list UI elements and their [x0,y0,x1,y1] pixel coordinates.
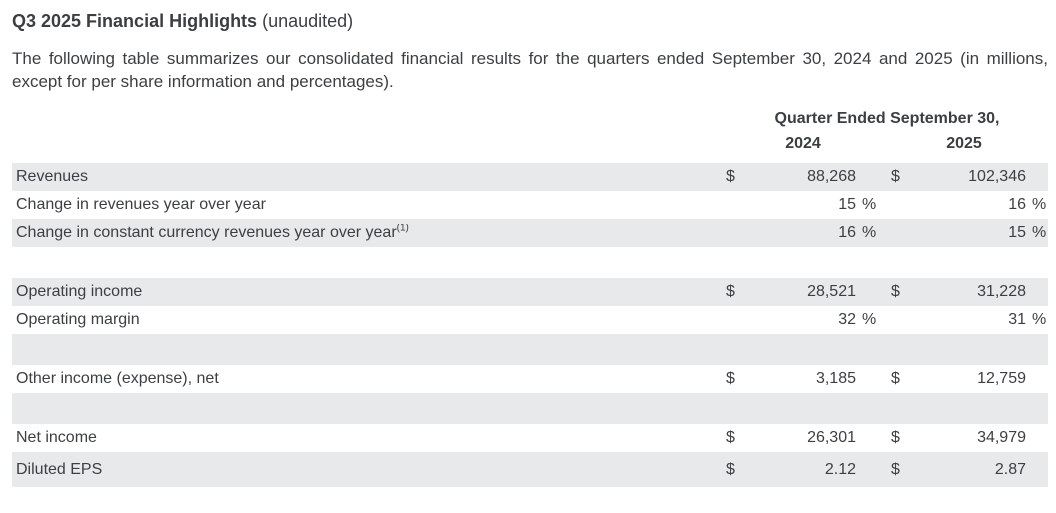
dollar-sign: $ [726,283,735,300]
value-2025: 31 [1008,311,1026,328]
dollar-sign: $ [726,460,735,478]
percent-sign: % [862,196,877,213]
footnote-reference: (1) [396,224,409,234]
row-label: Operating income [16,283,143,300]
value-2025: 34,979 [977,429,1026,446]
table-blank-row [12,393,1048,424]
period-header: Quarter Ended September 30, [774,109,1000,127]
row-label: Operating margin [16,311,140,328]
row-label: Net income [16,429,97,446]
page-title: Q3 2025 Financial Highlights (unaudited) [12,10,1048,32]
dollar-sign: $ [891,370,900,387]
table-row: Change in constant currency revenues yea… [12,219,1048,247]
dollar-sign: $ [726,370,735,387]
table-row: Change in revenues year over year 15% 16% [12,191,1048,219]
value-2025: 102,346 [968,168,1026,185]
year-header-2024: 2024 [785,134,821,152]
percent-sign: % [862,224,877,241]
value-2024: 3,185 [815,370,856,387]
value-2024: 32 [838,311,856,328]
value-2024: 2.12 [824,460,856,478]
row-label: Other income (expense), net [16,370,219,387]
period-header-row: Quarter Ended September 30, [12,106,1048,131]
year-header-2025: 2025 [946,134,982,152]
value-2025: 2.87 [994,460,1026,478]
table-row: Operating income $28,521 $31,228 [12,278,1048,306]
dollar-sign: $ [726,429,735,446]
year-header-row: 2024 2025 [12,131,1048,156]
row-label: Change in constant currency revenues yea… [16,224,409,241]
table-rows: Revenues $88,268 $102,346 Change in revenue… [12,163,1048,487]
value-2025: 12,759 [977,370,1026,387]
value-2024: 15 [838,196,856,213]
page-title-unaudited-suffix: (unaudited) [257,11,354,31]
percent-sign: % [1032,196,1047,213]
table-row: Net income $26,301 $34,979 [12,424,1048,452]
intro-paragraph: The following table summarizes our conso… [12,49,1048,91]
value-2024: 16 [838,224,856,241]
table-row: Revenues $88,268 $102,346 [12,163,1048,191]
row-label: Change in revenues year over year [16,196,266,213]
value-2025: 15 [1008,224,1026,241]
row-label: Diluted EPS [16,460,103,478]
value-2025: 16 [1008,196,1026,213]
percent-sign: % [1032,224,1047,241]
value-2025: 31,228 [977,283,1026,300]
row-label: Revenues [16,168,89,185]
table-row: Operating margin 32% 31% [12,306,1048,334]
percent-sign: % [1032,311,1047,328]
document-content: Q3 2025 Financial Highlights (unaudited)… [12,10,1048,487]
percent-sign: % [862,311,877,328]
table-blank-row [12,334,1048,365]
dollar-sign: $ [891,168,900,185]
dollar-sign: $ [891,429,900,446]
value-2024: 26,301 [807,429,856,446]
value-2024: 88,268 [807,168,856,185]
table-blank-row [12,247,1048,278]
dollar-sign: $ [726,168,735,185]
table-row: Diluted EPS $2.12 $2.87 [12,452,1048,487]
dollar-sign: $ [891,283,900,300]
page-title-main: Q3 2025 Financial Highlights [12,11,258,31]
dollar-sign: $ [891,460,900,478]
financial-table: Quarter Ended September 30, 2024 2025 Re… [12,106,1048,487]
value-2024: 28,521 [807,283,856,300]
table-row: Other income (expense), net $3,185 $12,759 [12,365,1048,393]
